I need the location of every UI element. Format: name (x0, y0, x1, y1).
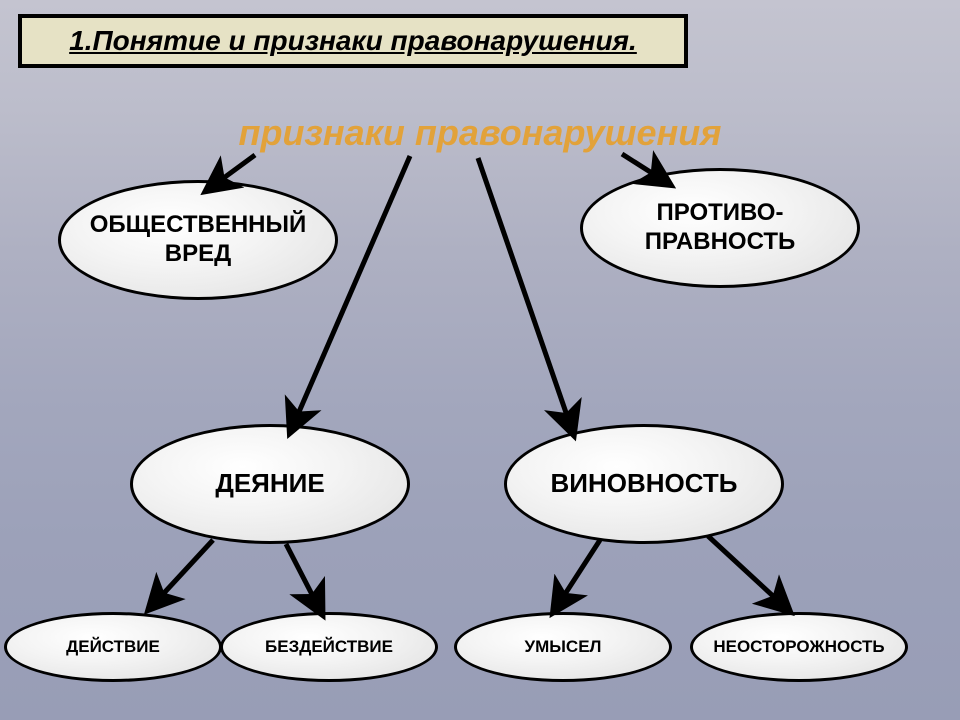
edge-act-inaction (286, 544, 320, 610)
node-illegality-label: ПРОТИВО-ПРАВНОСТЬ (645, 199, 795, 257)
node-action: ДЕЙСТВИЕ (4, 612, 222, 682)
node-guilt-label: ВИНОВНОСТЬ (551, 468, 738, 499)
node-guilt: ВИНОВНОСТЬ (504, 424, 784, 544)
node-intent-label: УМЫСЕЛ (525, 637, 602, 657)
node-intent: УМЫСЕЛ (454, 612, 672, 682)
node-act-label: ДЕЯНИЕ (215, 468, 324, 499)
node-negligence-label: НЕОСТОРОЖНОСТЬ (713, 637, 884, 657)
node-act: ДЕЯНИЕ (130, 424, 410, 544)
edge-act-action (152, 540, 213, 606)
edge-subtitle-act (292, 156, 410, 428)
node-harm: ОБЩЕСТВЕННЫЙВРЕД (58, 180, 338, 300)
node-action-label: ДЕЙСТВИЕ (66, 637, 160, 657)
edge-guilt-intent (556, 540, 600, 608)
edge-subtitle-guilt (478, 158, 572, 430)
node-illegality: ПРОТИВО-ПРАВНОСТЬ (580, 168, 860, 288)
node-negligence: НЕОСТОРОЖНОСТЬ (690, 612, 908, 682)
node-harm-label: ОБЩЕСТВЕННЫЙВРЕД (90, 211, 307, 269)
node-inaction: БЕЗДЕЙСТВИЕ (220, 612, 438, 682)
subtitle-text: признаки правонарушения (0, 112, 960, 154)
edge-guilt-negligence (708, 536, 786, 608)
title-text: 1.Понятие и признаки правонарушения. (69, 25, 637, 57)
title-box: 1.Понятие и признаки правонарушения. (18, 14, 688, 68)
node-inaction-label: БЕЗДЕЙСТВИЕ (265, 637, 393, 657)
